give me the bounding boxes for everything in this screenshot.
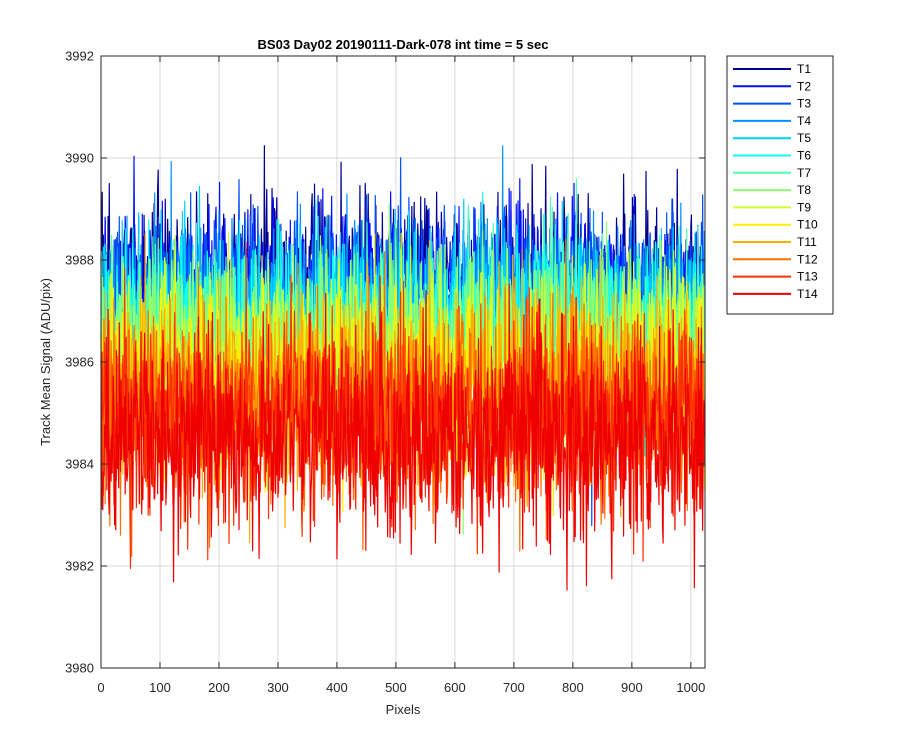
y-tick-label: 3988 — [65, 253, 94, 268]
legend-label-t12: T12 — [797, 252, 818, 266]
legend-label-t9: T9 — [797, 200, 811, 214]
legend-label-t6: T6 — [797, 149, 811, 163]
legend-label-t3: T3 — [797, 97, 811, 111]
legend-box — [726, 55, 834, 315]
x-tick-label: 300 — [267, 680, 289, 695]
x-tick-label: 400 — [326, 680, 348, 695]
legend: T1 T2 T3 T4 T5 T6 T7 T8 T9 T10 T11 T12 T13 T14 — [726, 55, 834, 315]
y-tick-label: 3992 — [65, 49, 94, 64]
y-tick-label: 3982 — [65, 559, 94, 574]
y-axis-label: Track Mean Signal (ADU/pix) — [38, 278, 53, 446]
legend-label-t13: T13 — [797, 270, 818, 284]
x-tick-label: 500 — [385, 680, 407, 695]
x-axis-label: Pixels — [386, 702, 421, 717]
legend-label-t10: T10 — [797, 218, 818, 232]
legend-label-t7: T7 — [797, 166, 811, 180]
legend-label-t14: T14 — [797, 287, 818, 301]
axis-ticks — [100, 55, 705, 669]
plot-area — [100, 55, 706, 669]
x-tick-labels: 0 100 200 300 400 500 600 700 800 900 1000 — [97, 680, 705, 695]
y-tick-label: 3980 — [65, 661, 94, 676]
legend-label-t4: T4 — [797, 114, 811, 128]
x-tick-label: 1000 — [676, 680, 705, 695]
legend-label-t5: T5 — [797, 131, 811, 145]
y-tick-label: 3986 — [65, 355, 94, 370]
y-tick-label: 3984 — [65, 457, 94, 472]
x-tick-label: 0 — [97, 680, 104, 695]
series-lines — [100, 145, 706, 591]
series-line-t14 — [100, 275, 706, 591]
x-tick-label: 900 — [621, 680, 643, 695]
x-tick-label: 200 — [208, 680, 230, 695]
x-tick-label: 600 — [444, 680, 466, 695]
legend-label-t11: T11 — [797, 235, 817, 249]
legend-label-t8: T8 — [797, 183, 811, 197]
chart-title: BS03 Day02 20190111-Dark-078 int time = … — [258, 37, 549, 52]
y-tick-labels: 3980 3982 3984 3986 3988 3990 3992 — [65, 49, 94, 676]
x-tick-label: 700 — [503, 680, 525, 695]
legend-label-t2: T2 — [797, 79, 811, 93]
legend-label-t1: T1 — [797, 62, 811, 76]
x-tick-label: 800 — [562, 680, 584, 695]
y-tick-label: 3990 — [65, 151, 94, 166]
legend-items: T1 T2 T3 T4 T5 T6 T7 T8 T9 T10 T11 T12 T13 T14 — [733, 62, 818, 301]
x-tick-label: 100 — [149, 680, 171, 695]
